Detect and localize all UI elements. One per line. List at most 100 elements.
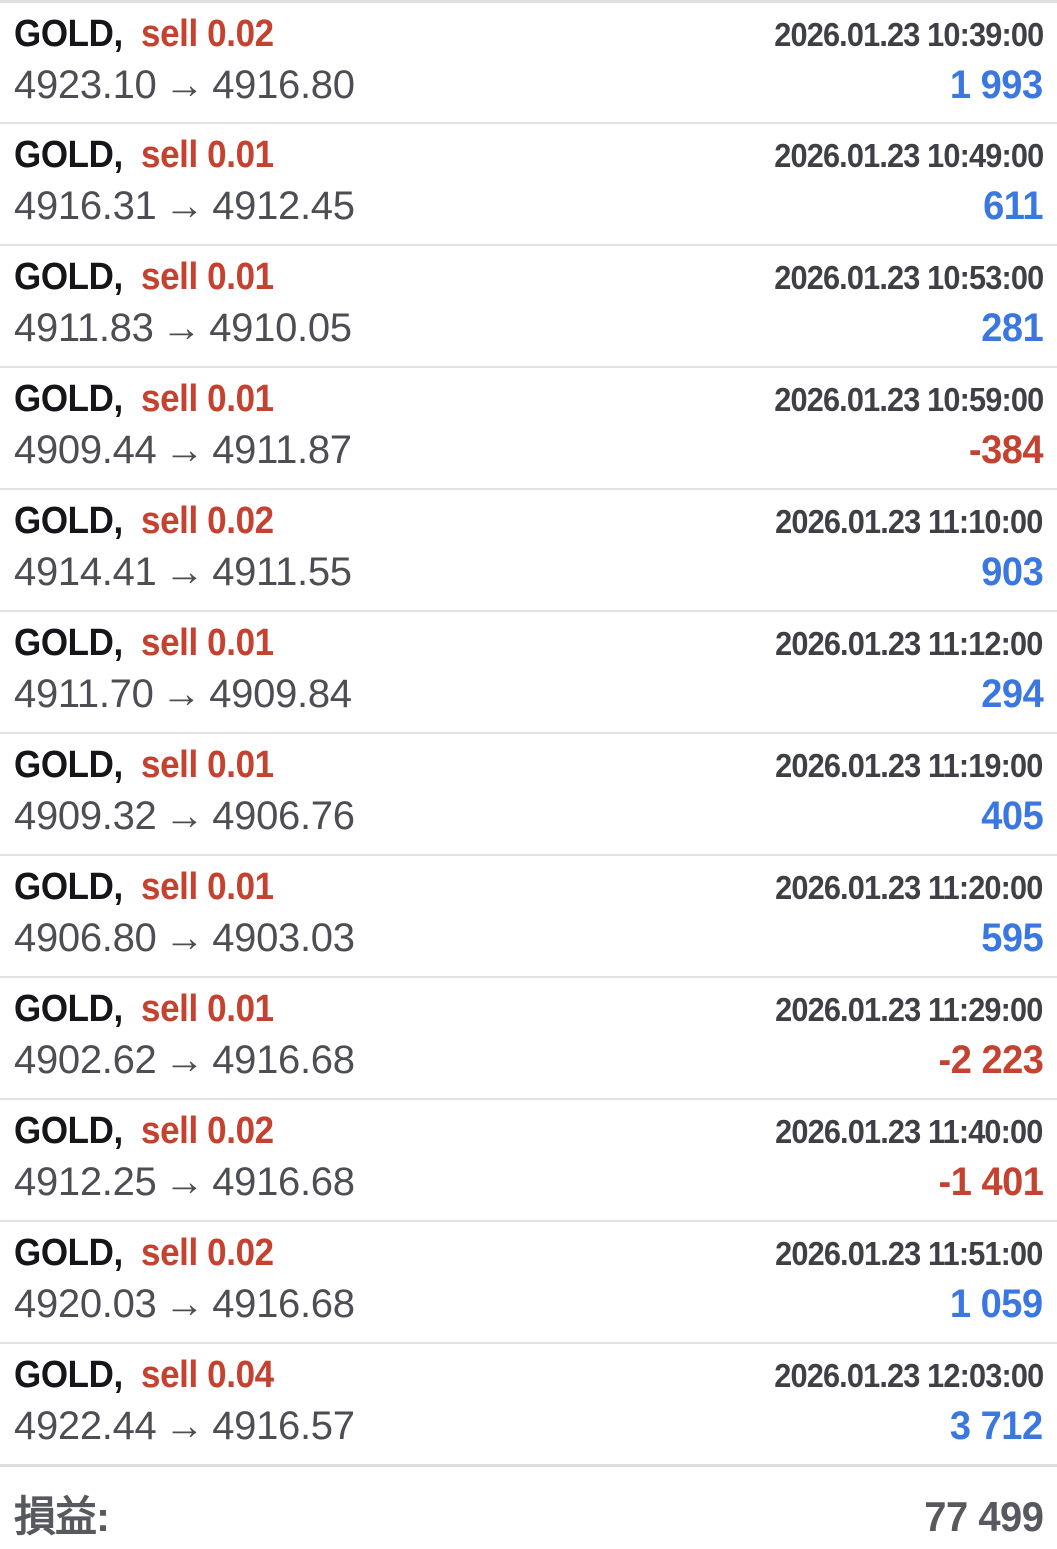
deal-row[interactable]: GOLD, sell 0.01 2026.01.23 11:29:00 4902.62… [0, 976, 1057, 1098]
deal-symbol: GOLD, [14, 866, 123, 908]
deal-row[interactable]: GOLD, sell 0.01 2026.01.23 10:53:00 4911.83… [0, 244, 1057, 366]
deal-row[interactable]: GOLD, sell 0.01 2026.01.23 11:20:00 4906.80… [0, 854, 1057, 976]
deal-timestamp: 2026.01.23 10:59:00 [773, 381, 1044, 418]
deal-profit-value: -2 223 [938, 1038, 1043, 1082]
deal-close-price: 4916.80 [212, 63, 355, 107]
arrow-right-icon: → [164, 794, 205, 838]
deal-symbol-group: GOLD, sell 0.01 [14, 988, 286, 1031]
deal-direction-volume: sell 0.01 [141, 256, 275, 298]
deal-symbol-group: GOLD, sell 0.01 [14, 866, 286, 909]
deal-close-price: 4906.76 [212, 794, 355, 838]
deal-symbol-group: GOLD, sell 0.01 [14, 256, 286, 299]
deal-close-price: 4916.68 [212, 1160, 355, 1204]
arrow-right-icon: → [161, 672, 202, 716]
deal-profit-value: -1 401 [938, 1160, 1043, 1204]
deal-direction-volume: sell 0.02 [141, 1110, 275, 1152]
deal-open-price: 4911.83 [14, 306, 154, 350]
deal-close-price: 4911.55 [212, 550, 352, 594]
arrow-right-icon: → [164, 550, 205, 594]
deal-row[interactable]: GOLD, sell 0.02 2026.01.23 11:51:00 4920.03… [0, 1220, 1057, 1342]
deal-timestamp: 2026.01.23 10:39:00 [773, 16, 1044, 53]
deal-profit-value: 1 059 [950, 1282, 1043, 1326]
deal-direction-volume: sell 0.01 [141, 134, 275, 176]
summary-row: 損益: 77 499 [0, 1464, 1057, 1545]
deal-symbol: GOLD, [14, 134, 123, 176]
deal-close-price: 4916.68 [212, 1038, 355, 1082]
deal-symbol-group: GOLD, sell 0.02 [14, 13, 286, 56]
deal-symbol: GOLD, [14, 622, 123, 664]
deal-direction-volume: sell 0.01 [141, 622, 275, 664]
deal-row[interactable]: GOLD, sell 0.02 2026.01.23 11:10:00 4914.41… [0, 488, 1057, 610]
deal-symbol: GOLD, [14, 13, 123, 55]
deal-price-range: 4906.80 → 4903.03 [14, 916, 355, 961]
deal-open-price: 4909.44 [14, 428, 157, 472]
deal-row[interactable]: GOLD, sell 0.04 2026.01.23 12:03:00 4922.44… [0, 1342, 1057, 1464]
deal-profit-value: 611 [983, 184, 1043, 228]
arrow-right-icon: → [161, 306, 202, 350]
deal-timestamp: 2026.01.23 12:03:00 [773, 1357, 1044, 1394]
deal-price-range: 4902.62 → 4916.68 [14, 1038, 355, 1083]
deal-symbol: GOLD, [14, 500, 123, 542]
deal-row[interactable]: GOLD, sell 0.01 2026.01.23 11:12:00 4911.70… [0, 610, 1057, 732]
deal-timestamp: 2026.01.23 11:20:00 [775, 869, 1044, 906]
deal-timestamp: 2026.01.23 11:51:00 [775, 1235, 1044, 1272]
deal-direction-volume: sell 0.01 [141, 378, 275, 420]
summary-total-value: 77 499 [923, 1493, 1044, 1540]
deal-close-price: 4912.45 [212, 184, 355, 228]
deal-open-price: 4911.70 [14, 672, 154, 716]
deal-close-price: 4903.03 [212, 916, 355, 960]
deal-open-price: 4906.80 [14, 916, 157, 960]
deal-timestamp: 2026.01.23 11:29:00 [775, 991, 1044, 1028]
arrow-right-icon: → [164, 1282, 205, 1326]
deal-symbol-group: GOLD, sell 0.02 [14, 500, 286, 543]
deal-close-price: 4916.57 [212, 1404, 355, 1448]
deal-price-range: 4909.44 → 4911.87 [14, 428, 352, 473]
deal-direction-volume: sell 0.02 [141, 13, 275, 55]
deal-symbol: GOLD, [14, 378, 123, 420]
deal-close-price: 4909.84 [209, 672, 352, 716]
arrow-right-icon: → [164, 428, 205, 472]
arrow-right-icon: → [164, 1038, 205, 1082]
summary-label: 損益: [14, 1493, 110, 1540]
deal-symbol: GOLD, [14, 1110, 123, 1152]
deal-symbol-group: GOLD, sell 0.04 [14, 1354, 286, 1397]
deal-open-price: 4922.44 [14, 1404, 157, 1448]
arrow-right-icon: → [164, 916, 205, 960]
deal-symbol-group: GOLD, sell 0.01 [14, 134, 286, 177]
deal-price-range: 4912.25 → 4916.68 [14, 1160, 355, 1205]
deal-timestamp: 2026.01.23 10:49:00 [773, 137, 1044, 174]
deal-direction-volume: sell 0.01 [141, 744, 275, 786]
deal-symbol: GOLD, [14, 988, 123, 1030]
deal-direction-volume: sell 0.01 [141, 866, 275, 908]
deal-price-range: 4920.03 → 4916.68 [14, 1282, 355, 1327]
deal-price-range: 4911.83 → 4910.05 [14, 306, 352, 351]
deal-open-price: 4912.25 [14, 1160, 157, 1204]
deal-profit-value: 1 993 [950, 63, 1043, 107]
deal-direction-volume: sell 0.01 [141, 988, 275, 1030]
deal-row[interactable]: GOLD, sell 0.01 2026.01.23 11:19:00 4909.32… [0, 732, 1057, 854]
deal-row[interactable]: GOLD, sell 0.01 2026.01.23 10:49:00 4916.31… [0, 122, 1057, 244]
deal-close-price: 4910.05 [209, 306, 352, 350]
deal-timestamp: 2026.01.23 10:53:00 [773, 259, 1044, 296]
deal-profit-value: 405 [981, 794, 1043, 838]
deal-timestamp: 2026.01.23 11:12:00 [775, 625, 1044, 662]
deal-price-range: 4923.10 → 4916.80 [14, 63, 355, 108]
deal-row[interactable]: GOLD, sell 0.02 2026.01.23 10:39:00 4923.10… [0, 0, 1057, 122]
deal-row[interactable]: GOLD, sell 0.01 2026.01.23 10:59:00 4909.44… [0, 366, 1057, 488]
deal-row[interactable]: GOLD, sell 0.02 2026.01.23 11:40:00 4912.25… [0, 1098, 1057, 1220]
deal-symbol: GOLD, [14, 256, 123, 298]
deal-symbol-group: GOLD, sell 0.02 [14, 1110, 286, 1153]
deal-price-range: 4916.31 → 4912.45 [14, 184, 355, 229]
deal-profit-value: 294 [981, 672, 1043, 716]
deal-symbol-group: GOLD, sell 0.01 [14, 378, 286, 421]
arrow-right-icon: → [164, 184, 205, 228]
deal-direction-volume: sell 0.02 [141, 500, 275, 542]
arrow-right-icon: → [164, 1404, 205, 1448]
deal-close-price: 4916.68 [212, 1282, 355, 1326]
deal-symbol: GOLD, [14, 1354, 123, 1396]
arrow-right-icon: → [164, 1160, 205, 1204]
deal-history-list: GOLD, sell 0.02 2026.01.23 10:39:00 4923.10… [0, 0, 1057, 1464]
deal-close-price: 4911.87 [212, 428, 352, 472]
deal-open-price: 4920.03 [14, 1282, 157, 1326]
deal-open-price: 4923.10 [14, 63, 157, 107]
